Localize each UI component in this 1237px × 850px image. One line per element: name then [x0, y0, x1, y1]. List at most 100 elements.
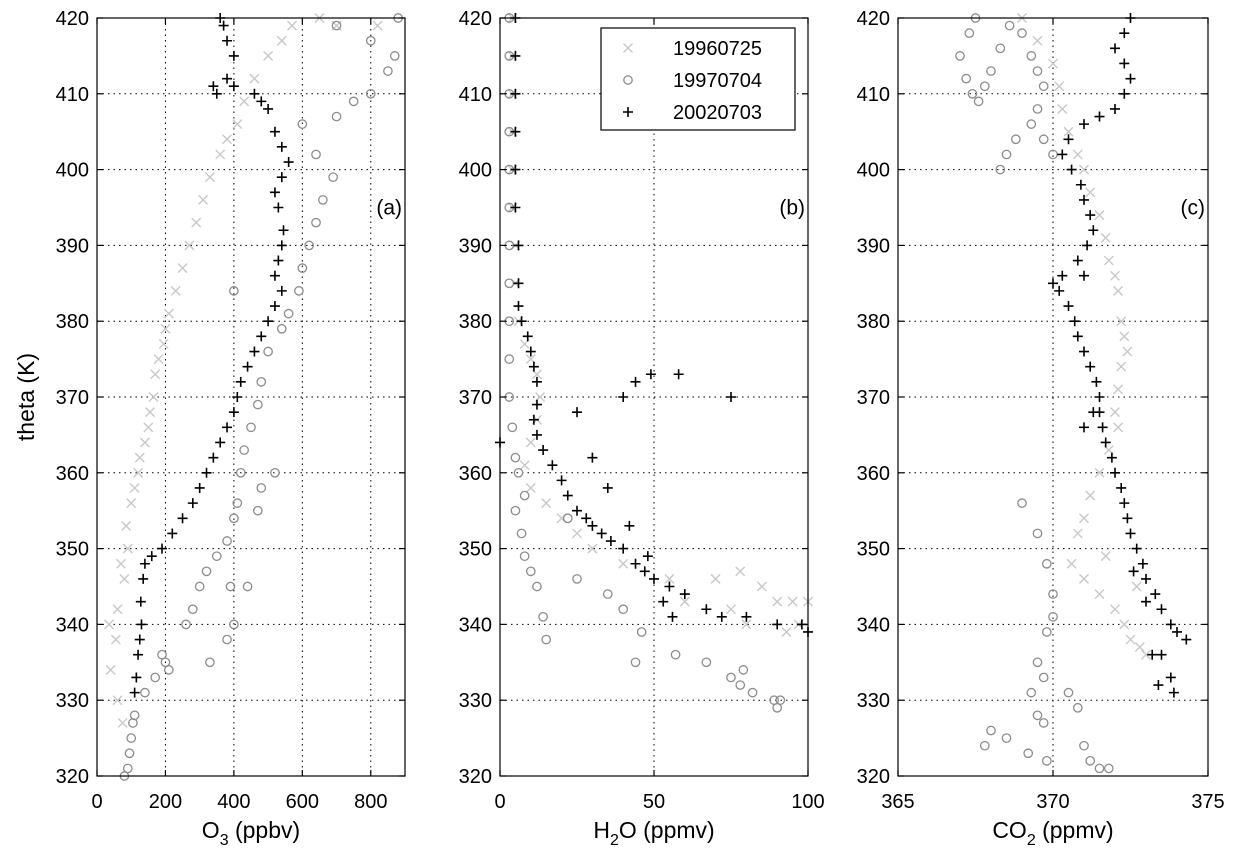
data-point	[1131, 543, 1142, 554]
panel-label: (a)	[376, 197, 402, 220]
data-point	[239, 445, 250, 455]
data-point	[228, 407, 239, 418]
data-point	[1032, 104, 1043, 114]
data-point	[1128, 566, 1139, 577]
data-point	[138, 573, 149, 584]
data-point	[1119, 28, 1130, 39]
data-point	[781, 626, 792, 637]
legend-label: 20020703	[673, 102, 762, 124]
data-point	[133, 649, 144, 660]
data-point	[269, 270, 280, 281]
data-point	[194, 482, 205, 493]
data-point	[187, 498, 198, 509]
data-point	[276, 285, 287, 296]
data-point	[129, 710, 140, 721]
data-point	[365, 88, 376, 99]
data-point	[1032, 35, 1043, 46]
data-point	[531, 376, 542, 387]
data-point	[318, 195, 328, 205]
data-point	[1072, 331, 1083, 342]
data-point	[519, 551, 530, 562]
data-point	[276, 35, 287, 46]
data-point	[232, 498, 243, 508]
data-point	[1066, 164, 1077, 175]
data-point	[222, 73, 233, 84]
data-point	[187, 604, 198, 615]
data-point	[1165, 672, 1176, 683]
data-point	[1072, 255, 1083, 266]
data-point	[581, 513, 592, 524]
data-point	[1088, 225, 1099, 236]
data-point	[229, 286, 239, 296]
data-point	[1057, 270, 1068, 281]
data-point	[964, 28, 975, 39]
data-point	[208, 452, 219, 463]
data-point	[133, 467, 144, 478]
y-tick-label: 330	[56, 690, 89, 712]
data-point	[283, 308, 294, 319]
data-point	[572, 574, 582, 584]
data-point	[1110, 103, 1120, 114]
data-point	[1094, 111, 1105, 122]
data-point	[1085, 210, 1096, 221]
data-point	[772, 596, 783, 607]
data-point	[1041, 558, 1052, 569]
data-point	[986, 66, 996, 76]
data-point	[198, 194, 209, 205]
y-tick-label: 420	[459, 8, 492, 30]
data-point	[1131, 581, 1142, 592]
data-point	[525, 437, 536, 448]
data-point	[383, 66, 393, 76]
data-point	[177, 513, 188, 524]
data-point	[1110, 43, 1120, 54]
data-point	[311, 149, 321, 160]
data-point	[215, 437, 226, 448]
data-point	[222, 536, 232, 546]
data-point	[372, 20, 383, 31]
y-tick-label: 400	[459, 160, 492, 182]
data-point	[510, 126, 521, 137]
data-point	[1116, 482, 1127, 493]
data-point	[679, 589, 690, 600]
data-point	[1010, 134, 1021, 145]
data-point	[129, 482, 140, 493]
data-point	[276, 240, 287, 251]
data-point	[269, 126, 280, 137]
y-tick-label: 410	[56, 84, 89, 106]
data-point	[1100, 437, 1111, 448]
data-point	[331, 20, 342, 31]
data-point	[242, 361, 253, 372]
data-point	[572, 528, 582, 539]
data-point	[160, 323, 171, 334]
data-point	[1079, 422, 1089, 433]
data-point	[235, 376, 246, 387]
data-point	[126, 733, 137, 743]
data-point	[513, 301, 524, 312]
x-tick-label: 0	[494, 791, 505, 813]
data-point	[658, 596, 669, 607]
data-point	[726, 672, 736, 683]
data-point	[1054, 285, 1065, 296]
data-point	[1165, 619, 1176, 630]
data-point	[269, 301, 280, 312]
y-tick-label: 390	[459, 235, 492, 257]
data-point	[955, 51, 965, 61]
data-point	[1181, 634, 1192, 645]
data-point	[208, 81, 219, 92]
data-point	[513, 278, 524, 289]
x-tick-label: 375	[1191, 791, 1224, 813]
data-point	[1150, 589, 1161, 600]
data-point	[1079, 573, 1089, 584]
data-point	[239, 96, 250, 107]
data-point	[1085, 187, 1096, 198]
data-point	[1075, 179, 1086, 190]
data-point	[673, 369, 684, 380]
data-point	[525, 346, 536, 357]
data-point	[1041, 627, 1052, 637]
data-point	[510, 202, 521, 213]
x-axis-title: CO2 (ppmv)	[992, 817, 1113, 849]
data-point	[131, 672, 142, 683]
y-tick-label: 320	[857, 766, 890, 788]
data-point	[1079, 164, 1089, 175]
data-point	[1023, 748, 1034, 759]
